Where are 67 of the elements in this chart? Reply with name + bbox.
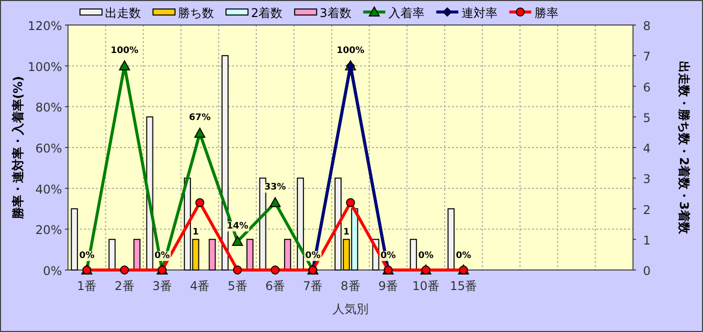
data-label: 100% — [110, 46, 138, 56]
y2-tick-label: 1 — [643, 233, 651, 248]
data-label: 1 — [192, 227, 199, 238]
bar — [133, 238, 140, 270]
data-label: 33% — [264, 182, 286, 193]
y-tick-label: 20% — [35, 223, 62, 238]
y-tick-label: 80% — [35, 100, 62, 115]
y2-tick-label: 0 — [643, 264, 651, 278]
bar — [410, 238, 417, 270]
y2-tick-label: 8 — [643, 19, 651, 33]
x-tick-label: 4番 — [190, 279, 210, 293]
legend-label: 出走数 — [105, 6, 141, 20]
legend-label: 2着数 — [251, 6, 283, 20]
x-tick-label: 7番 — [303, 279, 323, 293]
legend-label: 勝率 — [534, 6, 558, 20]
legend-label: 連対率 — [461, 6, 498, 20]
y2-axis-title: 出走数・勝ち数・2着数・3着数 — [677, 61, 691, 235]
data-label: 0% — [154, 251, 170, 261]
data-label: 0% — [456, 251, 472, 261]
data-label: 100% — [336, 46, 364, 56]
data-label: 0% — [418, 251, 434, 261]
x-axis-title: 人気別 — [332, 302, 368, 316]
x-tick-label: 1番 — [77, 279, 97, 293]
x-tick-label: 2番 — [114, 279, 134, 293]
legend-label: 入着率 — [388, 6, 424, 20]
bar — [222, 55, 229, 270]
bar — [246, 238, 254, 270]
data-label: 0% — [305, 251, 320, 261]
y2-tick-label: 2 — [643, 202, 651, 217]
legend-label: 3着数 — [320, 6, 352, 20]
x-tick-label: 3番 — [152, 279, 172, 293]
point — [346, 198, 355, 208]
data-label: 0% — [380, 251, 396, 261]
y-tick-label: 100% — [28, 60, 62, 74]
bar — [208, 238, 216, 270]
data-label: 1 — [343, 227, 350, 238]
point — [194, 128, 206, 138]
y2-tick-label: 5 — [643, 110, 651, 125]
y-tick-label: 60% — [35, 142, 62, 156]
y2-tick-label: 7 — [643, 50, 651, 64]
y2-tick-label: 4 — [643, 142, 651, 156]
data-label: 67% — [189, 113, 211, 124]
legend-label: 勝ち数 — [178, 6, 214, 20]
point — [270, 197, 281, 208]
bar — [108, 238, 116, 270]
point — [232, 236, 243, 246]
y2-tick-label: 3 — [643, 172, 651, 186]
point — [119, 60, 130, 70]
y2-tick-label: 6 — [643, 80, 651, 94]
point — [195, 198, 204, 208]
bar — [296, 178, 304, 270]
y-tick-label: 120% — [28, 19, 62, 33]
y-tick-label: 40% — [35, 182, 62, 196]
x-tick-label: 9番 — [378, 279, 398, 293]
y-tick-label: 0% — [42, 264, 62, 278]
bar — [448, 208, 455, 270]
x-tick-label: 10番 — [412, 279, 440, 293]
x-tick-label: 8番 — [340, 279, 360, 293]
x-tick-label: 15番 — [450, 279, 478, 293]
x-tick-label: 5番 — [228, 279, 248, 293]
bar — [284, 238, 292, 270]
data-label: 14% — [226, 221, 248, 232]
bar — [70, 208, 78, 270]
data-label: 0% — [79, 251, 94, 261]
bar — [259, 178, 266, 270]
y-axis-title: 勝率・連対率・入着率(%) — [11, 76, 25, 220]
x-tick-label: 6番 — [265, 279, 285, 293]
